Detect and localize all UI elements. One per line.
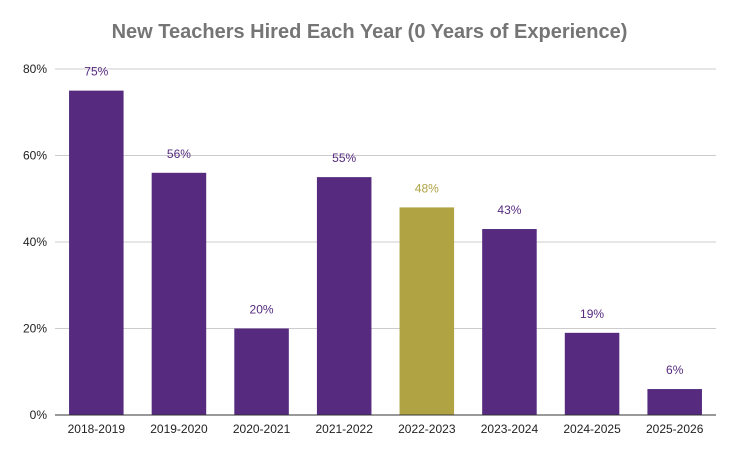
x-tick-label: 2019-2020 <box>150 422 208 436</box>
y-tick-label: 20% <box>23 322 47 336</box>
data-label: 75% <box>84 65 108 79</box>
data-label: 43% <box>497 203 521 217</box>
data-label: 19% <box>580 307 604 321</box>
y-tick-label: 60% <box>23 149 47 163</box>
data-label: 56% <box>167 147 191 161</box>
data-label: 20% <box>250 303 274 317</box>
x-tick-label: 2022-2023 <box>398 422 456 436</box>
chart-title: New Teachers Hired Each Year (0 Years of… <box>111 21 628 43</box>
bar <box>647 389 702 415</box>
bar <box>399 207 455 415</box>
bar <box>69 90 124 415</box>
bar <box>316 177 372 415</box>
y-tick-label: 0% <box>30 408 48 422</box>
data-label: 6% <box>666 363 684 377</box>
bar <box>151 172 207 415</box>
x-tick-label: 2018-2019 <box>68 422 126 436</box>
data-label: 55% <box>332 151 356 165</box>
y-tick-label: 40% <box>23 235 47 249</box>
data-label: 48% <box>415 181 439 195</box>
bar <box>564 332 620 415</box>
x-tick-label: 2021-2022 <box>315 422 373 436</box>
x-tick-label: 2025-2026 <box>646 422 704 436</box>
y-tick-label: 80% <box>23 62 47 76</box>
x-tick-label: 2020-2021 <box>233 422 291 436</box>
x-tick-label: 2023-2024 <box>481 422 539 436</box>
bar <box>234 328 289 415</box>
bar <box>482 229 537 415</box>
x-tick-label: 2024-2025 <box>563 422 621 436</box>
